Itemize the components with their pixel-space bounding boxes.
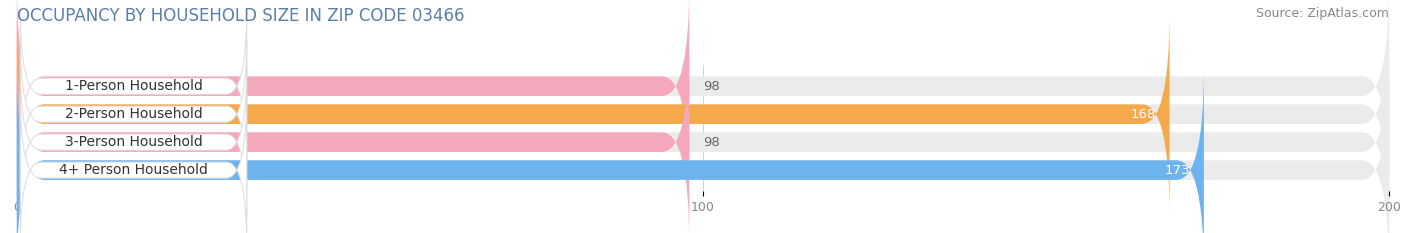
FancyBboxPatch shape <box>17 12 1170 216</box>
Text: 4+ Person Household: 4+ Person Household <box>59 163 208 177</box>
FancyBboxPatch shape <box>17 0 1389 188</box>
Text: OCCUPANCY BY HOUSEHOLD SIZE IN ZIP CODE 03466: OCCUPANCY BY HOUSEHOLD SIZE IN ZIP CODE … <box>17 7 464 25</box>
Text: 1-Person Household: 1-Person Household <box>65 79 202 93</box>
FancyBboxPatch shape <box>20 38 246 190</box>
FancyBboxPatch shape <box>17 0 689 188</box>
FancyBboxPatch shape <box>17 68 1204 233</box>
Text: 98: 98 <box>703 80 720 93</box>
Text: 168: 168 <box>1130 108 1156 121</box>
Text: 98: 98 <box>703 136 720 149</box>
FancyBboxPatch shape <box>17 40 1389 233</box>
FancyBboxPatch shape <box>20 66 246 218</box>
FancyBboxPatch shape <box>17 68 1389 233</box>
FancyBboxPatch shape <box>20 94 246 233</box>
FancyBboxPatch shape <box>17 40 689 233</box>
Text: 173: 173 <box>1164 164 1189 177</box>
Text: 3-Person Household: 3-Person Household <box>65 135 202 149</box>
Text: 2-Person Household: 2-Person Household <box>65 107 202 121</box>
FancyBboxPatch shape <box>20 10 246 162</box>
Text: Source: ZipAtlas.com: Source: ZipAtlas.com <box>1256 7 1389 20</box>
FancyBboxPatch shape <box>17 12 1389 216</box>
